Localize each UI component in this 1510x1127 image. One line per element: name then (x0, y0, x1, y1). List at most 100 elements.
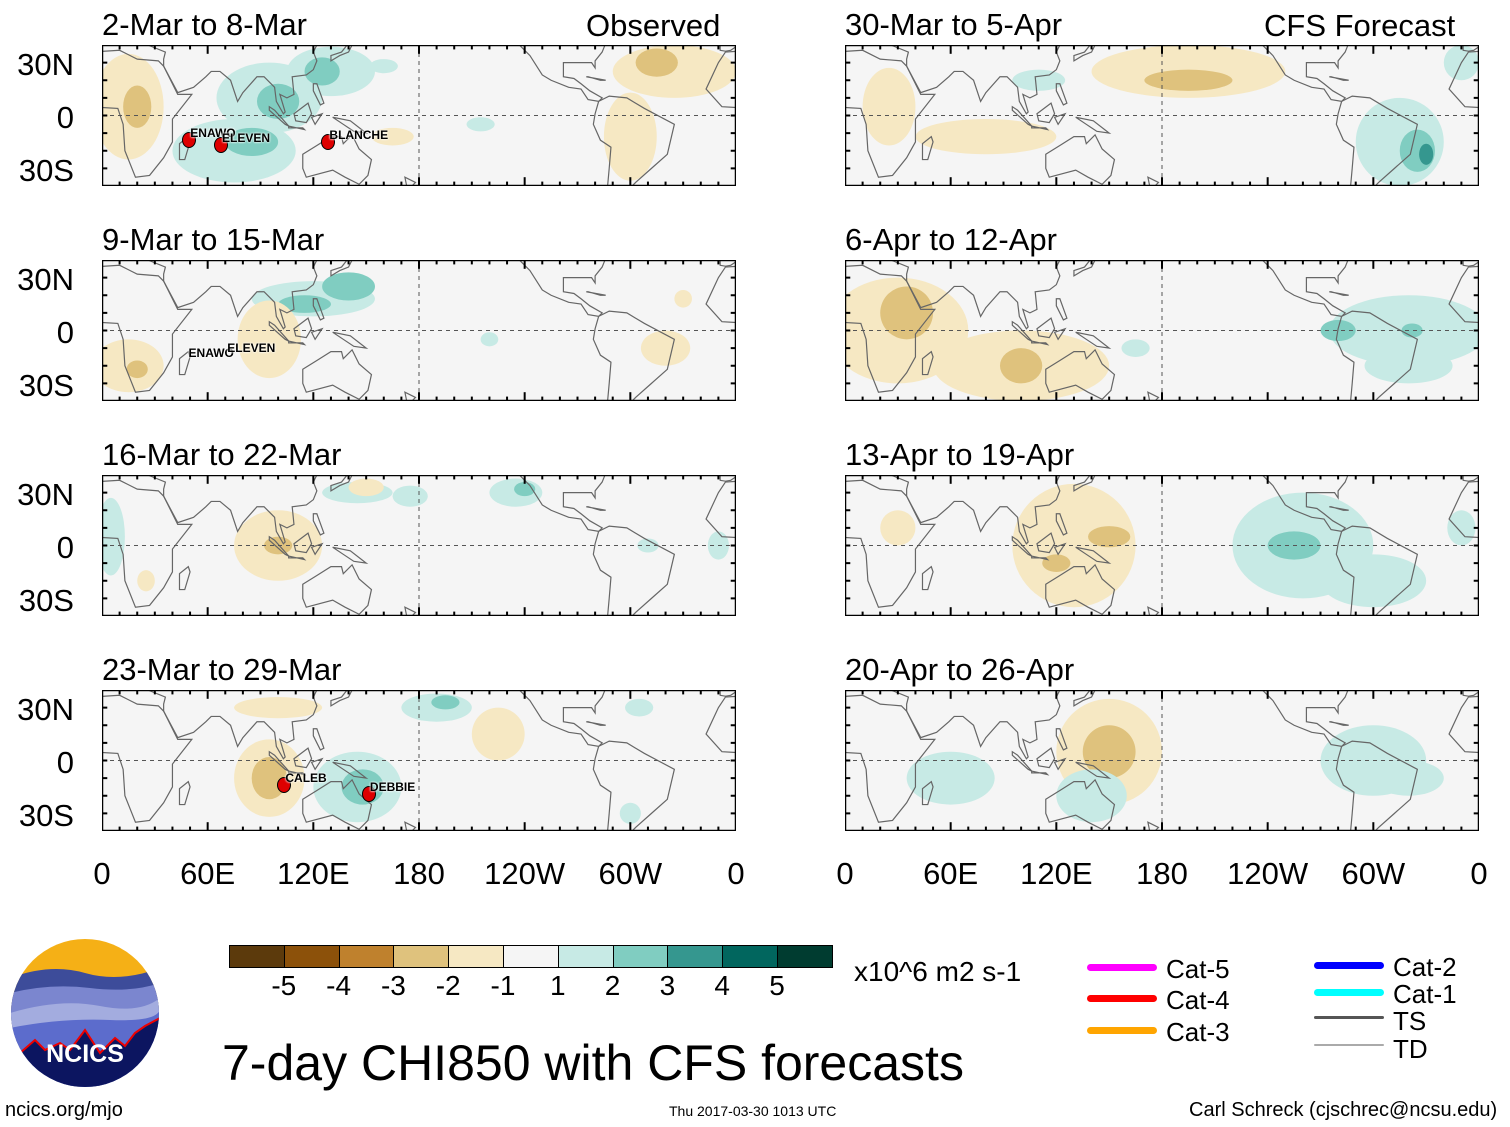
lat-label: 30S (18, 798, 74, 833)
anomaly-contour (1056, 769, 1127, 823)
coastline (1056, 729, 1067, 750)
coastline (720, 690, 736, 696)
anomaly-contour (431, 695, 460, 710)
anomaly-contour (102, 497, 125, 576)
coastline (1076, 332, 1109, 348)
coastline (586, 292, 605, 296)
cyclone-icon (321, 133, 336, 150)
anomaly-contour (304, 57, 340, 86)
coastline (1336, 96, 1417, 186)
anomaly-contour (635, 48, 678, 77)
anomaly-contour (1144, 69, 1233, 91)
colorbar-tick: -3 (380, 970, 406, 1001)
timestamp: Thu 2017-03-30 1013 UTC (669, 1103, 837, 1119)
lat-label: 30S (18, 153, 74, 188)
panel-title: 9-Mar to 15-Mar (102, 222, 325, 257)
anomaly-contour (466, 117, 495, 132)
coastline (148, 475, 317, 544)
coastline (148, 260, 317, 329)
anomaly-contour (880, 510, 916, 546)
coastline (1336, 311, 1417, 401)
coastline (518, 475, 606, 531)
coastline (586, 722, 605, 726)
coastline (586, 507, 605, 511)
coastline (1449, 480, 1479, 607)
coastline (518, 260, 606, 316)
coastline (303, 135, 372, 184)
lon-label: 120W (484, 856, 566, 891)
coastline (518, 690, 606, 746)
colorbar-tick: -2 (435, 970, 461, 1001)
coastline (1329, 292, 1348, 296)
figure-title: 7-day CHI850 with CFS forecasts (222, 1035, 964, 1091)
anomaly-contour (225, 127, 279, 157)
coastline (891, 260, 1060, 329)
coastline (1463, 45, 1479, 51)
anomaly-contour (1121, 339, 1150, 357)
legend-line (1314, 962, 1384, 969)
anomaly-contour (999, 348, 1043, 384)
coastline (1329, 507, 1348, 511)
forecast-header: CFS Forecast (1264, 8, 1456, 43)
coastline (1148, 392, 1159, 401)
legend-line (1087, 1027, 1157, 1034)
legend-line (1314, 1016, 1384, 1019)
coastline (845, 265, 935, 392)
coastline (1463, 475, 1479, 481)
lat-label: 30N (17, 47, 74, 82)
website-link[interactable]: ncics.org/mjo (5, 1099, 123, 1121)
coastline (289, 556, 305, 560)
coastline (1056, 514, 1067, 535)
coastline (294, 533, 312, 552)
coastline (1074, 45, 1095, 61)
anomaly-contour (915, 119, 1057, 155)
cyclone-icon (182, 132, 197, 149)
coastline (1074, 690, 1095, 706)
coastline (405, 822, 416, 831)
coastline (313, 729, 324, 750)
lon-label: 60W (598, 856, 663, 891)
coastline (405, 607, 416, 616)
colorbar-swatch (284, 946, 340, 967)
lon-label: 120E (277, 856, 350, 891)
colorbar-tick: 1 (550, 970, 566, 1001)
lat-label: 0 (56, 100, 74, 135)
coastline (1076, 117, 1109, 133)
colorbar-swatch (613, 946, 669, 967)
legend-label: TD (1393, 1034, 1428, 1064)
coastline (1037, 748, 1055, 767)
legend-label: Cat-1 (1393, 979, 1457, 1009)
anomaly-contour (256, 83, 300, 120)
lon-label: 0 (1470, 856, 1488, 891)
colorbar-swatch (558, 946, 614, 967)
coastline (1046, 135, 1115, 184)
lon-label: 120E (1020, 856, 1093, 891)
coastline (1336, 526, 1417, 616)
map-panel: ENAWO ELEVEN (102, 260, 736, 401)
coastline (333, 117, 366, 133)
coastline (1329, 77, 1348, 81)
anomaly-contour (1364, 348, 1453, 384)
anomaly-contour (1012, 483, 1136, 608)
coastline (1055, 759, 1066, 770)
coastline (1055, 329, 1066, 340)
cyclone-icon (213, 137, 228, 154)
lon-label: 60W (1341, 856, 1406, 891)
coastline (1449, 265, 1479, 392)
coastline (269, 537, 288, 556)
anomaly-contour (392, 485, 428, 507)
colorbar-swatch (668, 946, 724, 967)
storm-label: ENAWO (190, 126, 236, 141)
lon-label: 60E (923, 856, 979, 891)
coastline (1449, 695, 1479, 822)
coastline (1074, 260, 1095, 276)
coastline (891, 690, 1060, 759)
coastline (1037, 103, 1055, 122)
colorbar-swatch (777, 946, 832, 967)
anomaly-contour (1373, 760, 1444, 796)
coastline (1012, 107, 1031, 126)
coastline (1046, 350, 1115, 399)
coastline (405, 177, 416, 186)
coastline (102, 265, 192, 392)
